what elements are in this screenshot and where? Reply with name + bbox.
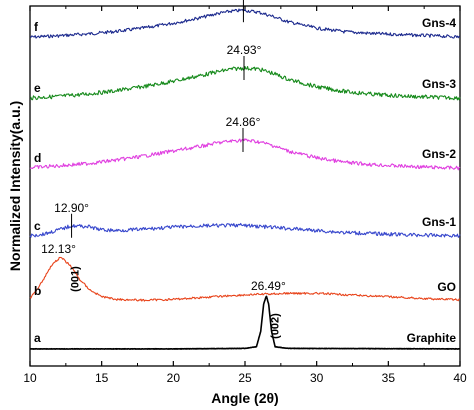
series-name-label: GO — [437, 280, 456, 294]
x-axis-title: Angle (2θ) — [211, 390, 278, 406]
series-name-label: Gns-2 — [422, 147, 456, 161]
series-letter: f — [34, 20, 39, 34]
series-name-label: Gns-4 — [422, 16, 456, 30]
peak-label: 24.86° — [226, 115, 261, 129]
peak-label: 12.13° — [41, 242, 76, 256]
series-layer — [29, 8, 461, 350]
miller-index-label: (002) — [269, 313, 281, 339]
series-letter: c — [34, 219, 41, 233]
x-tick-label: 25 — [238, 371, 252, 385]
series-letter: b — [34, 284, 41, 298]
annotation-layer: fGns-424.89°eGns-324.93°dGns-224.86°cGns… — [34, 0, 456, 345]
x-tick-label: 30 — [310, 371, 324, 385]
series-letter: e — [34, 81, 41, 95]
series-line-gns-1 — [29, 222, 461, 238]
x-tick-label: 20 — [167, 371, 181, 385]
series-line-gns-3 — [29, 65, 461, 101]
peak-label: 24.93° — [227, 43, 262, 57]
series-name-label: Gns-1 — [422, 215, 456, 229]
series-name-label: Gns-3 — [422, 77, 456, 91]
series-line-gns-2 — [29, 138, 461, 171]
series-line-gns-4 — [29, 8, 461, 39]
peak-label: 12.90° — [54, 201, 89, 215]
x-tick-label: 15 — [95, 371, 109, 385]
x-tick-label: 35 — [382, 371, 396, 385]
miller-index-label: (001) — [70, 266, 82, 292]
series-line-go — [29, 256, 461, 302]
series-line-graphite — [29, 295, 461, 350]
series-letter: a — [34, 331, 41, 345]
x-tick-label: 10 — [23, 371, 37, 385]
x-axis: 10 15 20 25 30 35 40 — [23, 6, 467, 385]
series-letter: d — [34, 151, 41, 165]
plot-frame — [29, 5, 461, 367]
peak-label: 26.49° — [251, 279, 286, 293]
y-axis-title: Normalized Intensity(a.u.) — [7, 101, 23, 271]
x-tick-label: 40 — [453, 371, 467, 385]
series-name-label: Graphite — [407, 331, 457, 345]
